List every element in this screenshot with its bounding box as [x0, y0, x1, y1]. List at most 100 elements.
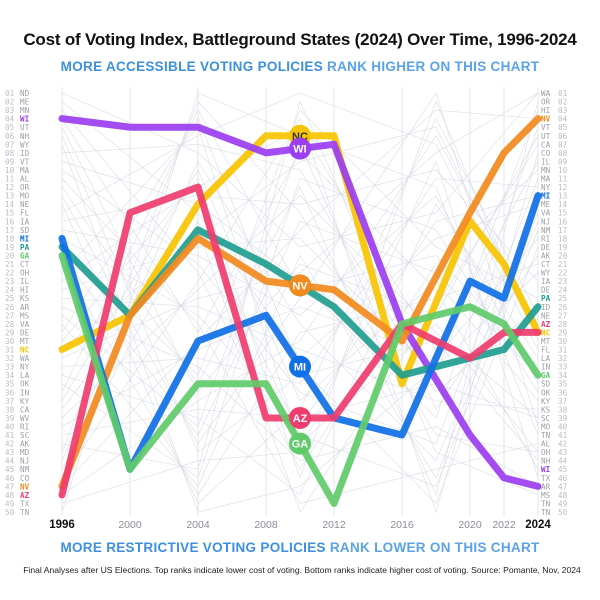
left-rank-number: 17: [5, 226, 14, 235]
left-rank-number: 30: [5, 337, 15, 346]
left-rank-number: 33: [5, 363, 14, 372]
background-state-line: [61, 238, 539, 427]
right-rank-number: 33: [558, 363, 567, 372]
right-rank-number: 10: [558, 166, 568, 175]
bottom-banner-rest: RANK LOWER ON THIS CHART: [325, 540, 540, 555]
left-state-label: AL: [20, 175, 30, 184]
left-rank-number: 04: [5, 115, 15, 124]
left-rank-number: 40: [5, 422, 15, 431]
right-rank-number: 30: [558, 337, 568, 346]
series-layer: [58, 115, 542, 507]
axis-layer: 01 ND 02 ME 03 MN 04 WI 05 UT 06 NH 07 WY 08 ID 09 VT 10 MA…: [5, 89, 568, 531]
left-state-label: CA: [20, 405, 30, 414]
x-tick-label: 2012: [322, 519, 346, 531]
right-state-label: TN: [541, 431, 551, 440]
right-rank-number: 50: [558, 508, 568, 517]
top-banner-rest: RANK HIGHER ON THIS CHART: [323, 59, 540, 74]
right-state-label: MT: [541, 337, 551, 346]
left-state-label: CO: [20, 474, 30, 483]
right-rank-number: 09: [558, 157, 568, 166]
bottom-banner-highlight: MORE RESTRICTIVE VOTING POLICIES: [60, 540, 326, 555]
right-rank-number: 08: [558, 149, 568, 158]
right-rank-number: 47: [558, 482, 567, 491]
right-rank-number: 07: [558, 140, 567, 149]
right-rank-number: 18: [558, 234, 568, 243]
left-state-label: AR: [20, 303, 30, 312]
left-rank-number: 45: [5, 465, 14, 474]
right-state-label: NE: [541, 311, 551, 320]
top-banner-highlight: MORE ACCESSIBLE VOTING POLICIES: [60, 59, 323, 74]
left-rank-number: 19: [5, 243, 15, 252]
background-state-line: [61, 92, 539, 359]
series-label-mi: MI: [289, 355, 311, 378]
left-state-label: SC: [20, 431, 29, 440]
series-label-circle: [289, 355, 311, 378]
left-state-label: MN: [20, 106, 30, 115]
left-rank-number: 34: [5, 371, 15, 380]
series-label-ga: GA: [289, 432, 311, 455]
left-rank-number: 11: [5, 175, 15, 184]
x-tick-label: 2008: [254, 519, 278, 531]
right-rank-number: 27: [558, 311, 567, 320]
right-rank-number: 17: [558, 226, 567, 235]
background-state-line: [61, 160, 539, 462]
right-state-label: LA: [541, 354, 551, 363]
left-rank-number: 09: [5, 157, 15, 166]
left-rank-number: 05: [5, 123, 14, 132]
right-state-label: NV: [541, 115, 551, 124]
top-banner: MORE ACCESSIBLE VOTING POLICIES RANK HIG…: [0, 59, 600, 74]
right-state-label: IA: [541, 277, 551, 286]
left-state-label: IN: [20, 388, 30, 397]
left-rank-number: 32: [5, 354, 14, 363]
right-rank-number: 26: [558, 303, 568, 312]
right-rank-number: 04: [558, 115, 568, 124]
left-state-label: ND: [20, 89, 30, 98]
right-rank-number: 38: [558, 405, 568, 414]
left-state-label: OK: [20, 380, 30, 389]
right-rank-number: 11: [558, 175, 568, 184]
background-state-line: [61, 178, 539, 385]
series-label-text: WI: [293, 144, 306, 156]
x-tick-label: 2016: [390, 519, 414, 531]
right-state-label: OK: [541, 388, 551, 397]
right-state-label: DE: [541, 286, 551, 295]
right-state-label: VT: [541, 123, 551, 132]
right-state-label: NY: [541, 183, 551, 192]
left-state-label: MO: [20, 192, 30, 201]
right-rank-number: 12: [558, 183, 567, 192]
right-rank-number: 15: [558, 209, 567, 218]
left-rank-number: 27: [5, 311, 14, 320]
series-label-text: NV: [292, 280, 308, 292]
left-rank-number: 37: [5, 397, 14, 406]
right-rank-number: 24: [558, 286, 568, 295]
right-state-label: DE: [541, 243, 551, 252]
left-state-label: UT: [20, 123, 30, 132]
right-state-label: MS: [541, 491, 551, 500]
left-state-label: WV: [20, 414, 30, 423]
series-label-circle: [289, 274, 311, 297]
right-state-label: WY: [541, 269, 551, 278]
left-rank-number: 07: [5, 140, 14, 149]
right-state-label: ID: [541, 303, 551, 312]
right-rank-number: 48: [558, 491, 568, 500]
right-rank-number: 06: [558, 132, 568, 141]
x-tick-label: 2022: [492, 519, 516, 531]
right-state-label: HI: [541, 106, 550, 115]
right-rank-number: 13: [558, 192, 567, 201]
series-label-text: AZ: [293, 413, 308, 425]
left-state-label: MI: [20, 234, 29, 243]
series-line-az: [58, 183, 542, 499]
left-rank-number: 28: [5, 320, 15, 329]
x-tick-label: 2000: [118, 519, 142, 531]
right-rank-number: 49: [558, 499, 568, 508]
left-state-label: TN: [20, 508, 30, 517]
left-state-label: WI: [20, 115, 29, 124]
left-state-label: SD: [20, 226, 30, 235]
background-state-line: [61, 117, 539, 514]
series-label-text: GA: [292, 439, 309, 451]
right-state-label: OH: [541, 448, 551, 457]
right-state-label: NH: [541, 457, 551, 466]
left-rank-number: 14: [5, 200, 15, 209]
right-state-label: TN: [541, 499, 551, 508]
left-state-label: IL: [20, 277, 30, 286]
